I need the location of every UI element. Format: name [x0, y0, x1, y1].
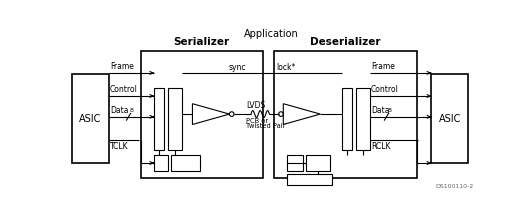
- Text: ASIC: ASIC: [439, 114, 461, 124]
- Bar: [72, 75, 108, 163]
- Text: Data: Data: [371, 106, 390, 115]
- Bar: [356, 88, 370, 150]
- Bar: [171, 155, 200, 171]
- Text: lock*: lock*: [276, 63, 296, 72]
- Bar: [306, 155, 330, 171]
- Bar: [168, 88, 182, 150]
- Text: RCLK: RCLK: [371, 142, 391, 151]
- Bar: [342, 88, 352, 150]
- Text: LVDS: LVDS: [246, 101, 266, 110]
- Bar: [274, 51, 416, 178]
- Text: Twisted Pair: Twisted Pair: [246, 122, 286, 129]
- Bar: [154, 155, 168, 171]
- Text: Control: Control: [110, 86, 138, 94]
- Text: sync: sync: [229, 63, 246, 72]
- Bar: [287, 174, 332, 184]
- Text: ASIC: ASIC: [79, 114, 101, 124]
- Text: Control: Control: [371, 86, 399, 94]
- Text: Frame: Frame: [110, 62, 134, 71]
- Text: PCB or: PCB or: [246, 118, 269, 124]
- Text: Frame: Frame: [371, 62, 395, 71]
- Bar: [141, 51, 262, 178]
- Bar: [431, 75, 468, 163]
- Bar: [154, 88, 164, 150]
- Text: Application: Application: [244, 29, 299, 39]
- Text: Deserializer: Deserializer: [310, 38, 381, 48]
- Bar: [287, 155, 303, 171]
- Text: TCLK: TCLK: [110, 142, 129, 151]
- Text: 8: 8: [130, 108, 133, 113]
- Text: Data: Data: [110, 106, 129, 115]
- Text: 8: 8: [387, 108, 391, 113]
- Text: Serializer: Serializer: [174, 38, 230, 48]
- Text: DS100110-2: DS100110-2: [435, 184, 474, 189]
